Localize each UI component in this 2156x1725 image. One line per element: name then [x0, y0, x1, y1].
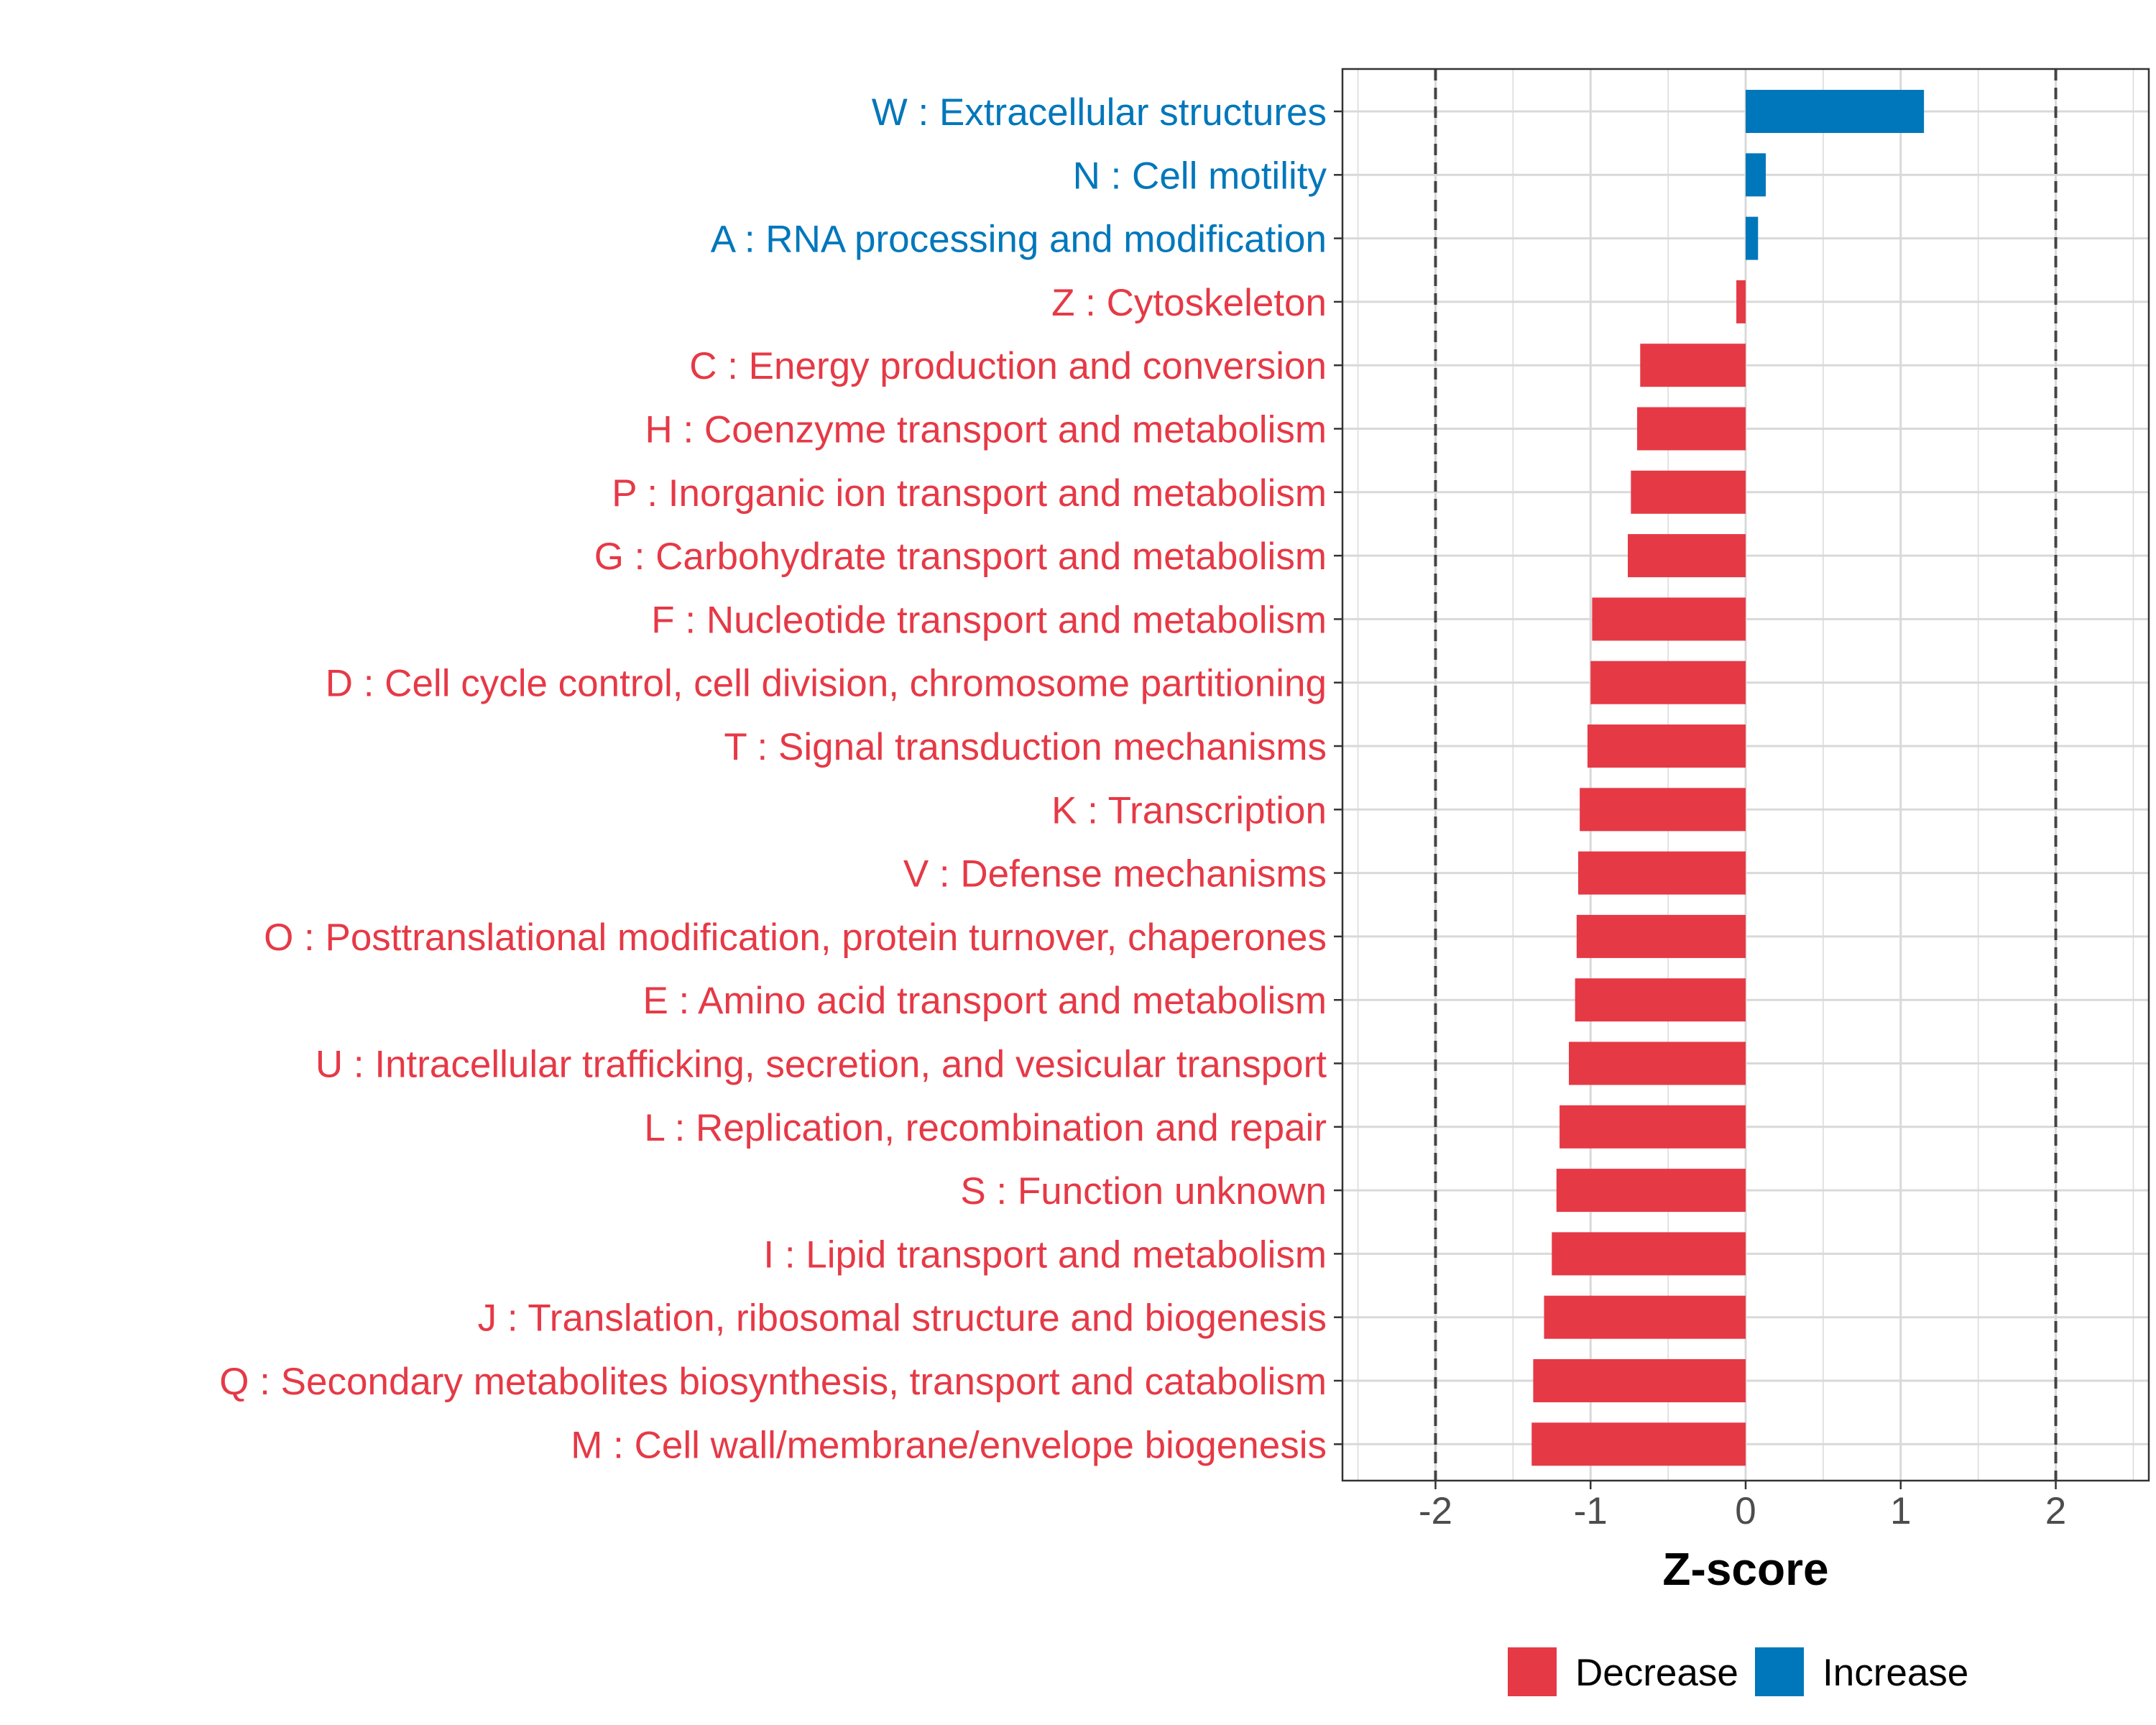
bar	[1587, 724, 1746, 768]
category-label: P : Inorganic ion transport and metaboli…	[612, 472, 1327, 515]
y-axis-ticks	[1334, 110, 1342, 1445]
bar	[1580, 788, 1746, 832]
bar	[1640, 344, 1746, 387]
bar	[1575, 978, 1746, 1022]
category-label: L : Replication, recombination and repai…	[644, 1107, 1327, 1149]
bar	[1746, 153, 1766, 197]
category-label: G : Carbohydrate transport and metabolis…	[594, 535, 1327, 578]
bar	[1746, 216, 1759, 260]
category-label: M : Cell wall/membrane/envelope biogenes…	[571, 1424, 1327, 1466]
legend-label: Increase	[1823, 1652, 1968, 1694]
category-label: Q : Secondary metabolites biosynthesis, …	[219, 1361, 1327, 1403]
category-label: Z : Cytoskeleton	[1051, 282, 1327, 324]
x-axis: -2 -1 0 1 2	[1419, 1481, 2066, 1532]
bar	[1569, 1041, 1746, 1085]
legend-swatch	[1508, 1647, 1557, 1696]
bar	[1628, 534, 1746, 578]
bar	[1746, 90, 1925, 133]
bar	[1631, 470, 1746, 514]
category-label: N : Cell motility	[1073, 155, 1327, 197]
category-label: S : Function unknown	[960, 1170, 1327, 1213]
legend-swatch	[1755, 1647, 1804, 1696]
category-label: K : Transcription	[1051, 789, 1327, 832]
x-tick-label: -2	[1419, 1490, 1452, 1532]
bar	[1552, 1232, 1746, 1276]
bar	[1577, 851, 1746, 895]
legend: Decrease Increase	[1508, 1647, 1968, 1696]
category-label: E : Amino acid transport and metabolism	[642, 980, 1327, 1022]
bar	[1544, 1295, 1746, 1339]
x-tick-label: 2	[2045, 1490, 2066, 1532]
bar	[1576, 914, 1746, 958]
x-tick-label: 1	[1890, 1490, 1911, 1532]
category-label: I : Lipid transport and metabolism	[763, 1233, 1327, 1276]
category-label: W : Extracellular structures	[872, 91, 1327, 134]
bar	[1736, 280, 1746, 323]
bar	[1556, 1169, 1746, 1213]
bar	[1531, 1422, 1746, 1466]
bar	[1590, 661, 1746, 704]
category-label: V : Defense mechanisms	[903, 853, 1327, 896]
legend-label: Decrease	[1575, 1652, 1738, 1694]
category-label: H : Coenzyme transport and metabolism	[645, 409, 1327, 451]
bar	[1636, 407, 1746, 451]
x-tick-label: 0	[1735, 1490, 1756, 1532]
category-label: C : Energy production and conversion	[689, 345, 1327, 387]
bars	[1531, 90, 1925, 1466]
x-axis-title: Z-score	[1662, 1543, 1828, 1595]
x-tick-label: -1	[1574, 1490, 1608, 1532]
category-label: J : Translation, ribosomal structure and…	[478, 1297, 1327, 1340]
bar	[1560, 1105, 1746, 1149]
category-label: D : Cell cycle control, cell division, c…	[326, 663, 1327, 705]
category-label: O : Posttranslational modification, prot…	[264, 916, 1327, 959]
category-label: U : Intracellular trafficking, secretion…	[315, 1044, 1327, 1086]
bar	[1592, 597, 1746, 641]
bar	[1533, 1359, 1746, 1402]
reference-lines	[1434, 69, 2058, 1481]
y-axis-labels: W : Extracellular structures N : Cell mot…	[219, 91, 1327, 1466]
category-label: A : RNA processing and modification	[711, 218, 1327, 261]
category-label: T : Signal transduction mechanisms	[724, 726, 1327, 768]
category-label: F : Nucleotide transport and metabolism	[651, 599, 1327, 641]
